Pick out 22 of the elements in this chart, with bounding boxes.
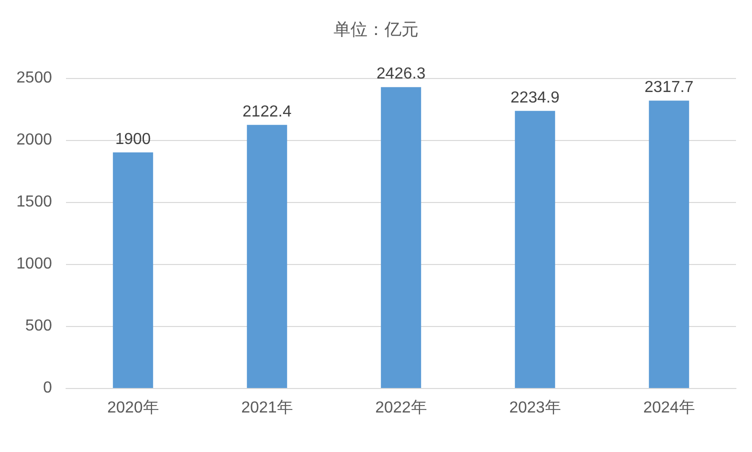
y-tick-label: 2500 bbox=[16, 70, 52, 86]
y-tick-label: 1500 bbox=[16, 194, 52, 210]
x-tick-label: 2022年 bbox=[375, 400, 427, 416]
data-label: 2317.7 bbox=[644, 79, 694, 96]
y-tick-label: 500 bbox=[25, 318, 52, 334]
y-tick-label: 0 bbox=[43, 380, 52, 396]
bar bbox=[112, 152, 154, 388]
x-tick-label: 2021年 bbox=[241, 400, 293, 416]
chart-title: 单位：亿元 bbox=[334, 20, 418, 39]
x-tick-label: 2024年 bbox=[643, 400, 695, 416]
data-label: 2426.3 bbox=[376, 66, 426, 83]
bar bbox=[380, 87, 422, 388]
bar bbox=[514, 110, 556, 388]
data-label: 1900 bbox=[115, 130, 151, 148]
x-tick-label: 2023年 bbox=[509, 400, 561, 416]
data-label: 2234.9 bbox=[510, 89, 560, 106]
y-tick-label: 2000 bbox=[16, 132, 52, 148]
data-label: 2122.4 bbox=[242, 103, 292, 120]
y-tick-label: 1000 bbox=[16, 256, 52, 272]
bar bbox=[246, 124, 288, 388]
bar bbox=[648, 100, 690, 388]
x-tick-label: 2020年 bbox=[107, 400, 159, 416]
